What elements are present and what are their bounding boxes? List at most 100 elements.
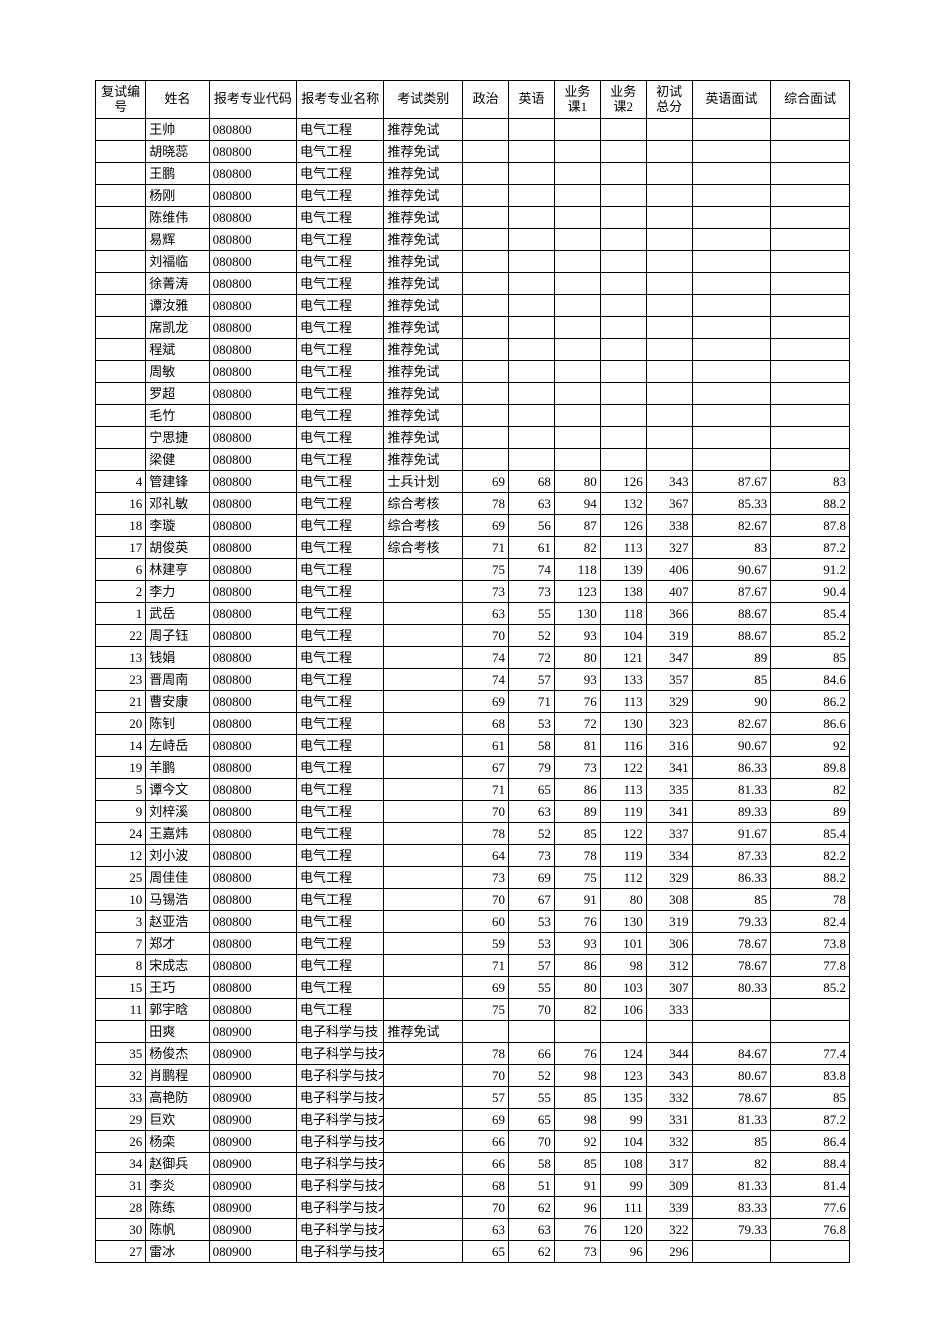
- cell-id: [96, 273, 146, 295]
- cell-major: 电气工程: [297, 845, 384, 867]
- table-row: 32肖鹏程080900电子科学与技术70529812334380.6783.8: [96, 1065, 850, 1087]
- cell-id: [96, 339, 146, 361]
- cell-int_comp: 85.4: [771, 823, 850, 845]
- cell-biz2: 119: [600, 801, 646, 823]
- cell-name: 李璇: [146, 515, 209, 537]
- cell-biz2: [600, 1021, 646, 1043]
- table-row: 27雷冰080900电子科学与技术65627396296: [96, 1241, 850, 1263]
- cell-int_eng: [692, 185, 771, 207]
- cell-politics: [463, 207, 509, 229]
- cell-english: 74: [509, 559, 555, 581]
- cell-id: 6: [96, 559, 146, 581]
- cell-int_comp: 76.8: [771, 1219, 850, 1241]
- cell-int_eng: 86.33: [692, 867, 771, 889]
- cell-int_comp: 78: [771, 889, 850, 911]
- cell-name: 陈维伟: [146, 207, 209, 229]
- cell-biz1: 82: [554, 537, 600, 559]
- cell-name: 赵亚浩: [146, 911, 209, 933]
- cell-id: 22: [96, 625, 146, 647]
- cell-english: 55: [509, 603, 555, 625]
- cell-total: 339: [646, 1197, 692, 1219]
- cell-id: [96, 427, 146, 449]
- cell-total: 407: [646, 581, 692, 603]
- cell-english: 63: [509, 801, 555, 823]
- cell-politics: 68: [463, 1175, 509, 1197]
- cell-english: 61: [509, 537, 555, 559]
- cell-total: [646, 273, 692, 295]
- cell-biz1: [554, 339, 600, 361]
- cell-major: 电气工程: [297, 779, 384, 801]
- cell-biz2: 119: [600, 845, 646, 867]
- table-row: 1武岳080800电气工程635513011836688.6785.4: [96, 603, 850, 625]
- cell-id: 14: [96, 735, 146, 757]
- cell-int_eng: 85: [692, 669, 771, 691]
- cell-code: 080800: [209, 119, 296, 141]
- cell-examtype: [384, 1241, 463, 1263]
- table-row: 11郭宇晗080800电气工程757082106333: [96, 999, 850, 1021]
- table-row: 34赵御兵080900电子科学与技术6658851083178288.4: [96, 1153, 850, 1175]
- cell-name: 李炎: [146, 1175, 209, 1197]
- cell-int_comp: 90.4: [771, 581, 850, 603]
- table-row: 24王嘉炜080800电气工程78528512233791.6785.4: [96, 823, 850, 845]
- cell-name: 管建锋: [146, 471, 209, 493]
- cell-examtype: [384, 559, 463, 581]
- cell-code: 080800: [209, 625, 296, 647]
- cell-examtype: [384, 1087, 463, 1109]
- cell-code: 080800: [209, 889, 296, 911]
- cell-code: 080900: [209, 1175, 296, 1197]
- cell-int_eng: 90.67: [692, 735, 771, 757]
- cell-major: 电气工程: [297, 801, 384, 823]
- cell-examtype: 推荐免试: [384, 119, 463, 141]
- cell-name: 周子钰: [146, 625, 209, 647]
- cell-id: [96, 229, 146, 251]
- cell-examtype: [384, 933, 463, 955]
- cell-biz1: [554, 449, 600, 471]
- table-row: 29巨欢080900电子科学与技术6965989933181.3387.2: [96, 1109, 850, 1131]
- cell-total: 367: [646, 493, 692, 515]
- cell-name: 刘小波: [146, 845, 209, 867]
- col-header-code: 报考专业代码: [209, 81, 296, 119]
- cell-biz1: 91: [554, 1175, 600, 1197]
- cell-name: 郭宇晗: [146, 999, 209, 1021]
- cell-code: 080800: [209, 493, 296, 515]
- table-row: 18李璇080800电气工程综合考核69568712633882.6787.8: [96, 515, 850, 537]
- cell-id: 5: [96, 779, 146, 801]
- table-row: 22周子钰080800电气工程70529310431988.6785.2: [96, 625, 850, 647]
- cell-biz2: 98: [600, 955, 646, 977]
- cell-code: 080800: [209, 955, 296, 977]
- cell-id: [96, 383, 146, 405]
- cell-major: 电气工程: [297, 603, 384, 625]
- cell-english: 79: [509, 757, 555, 779]
- cell-id: 9: [96, 801, 146, 823]
- cell-name: 武岳: [146, 603, 209, 625]
- cell-id: 3: [96, 911, 146, 933]
- cell-int_comp: 77.6: [771, 1197, 850, 1219]
- col-header-name: 姓名: [146, 81, 209, 119]
- cell-int_comp: 87.2: [771, 537, 850, 559]
- cell-id: 20: [96, 713, 146, 735]
- table-row: 13钱娟080800电气工程7472801213478985: [96, 647, 850, 669]
- cell-english: 62: [509, 1241, 555, 1263]
- cell-english: 73: [509, 845, 555, 867]
- cell-int_comp: [771, 119, 850, 141]
- cell-major: 电气工程: [297, 625, 384, 647]
- cell-biz2: 113: [600, 537, 646, 559]
- cell-biz2: 126: [600, 471, 646, 493]
- cell-examtype: [384, 581, 463, 603]
- table-row: 25周佳佳080800电气工程73697511232986.3388.2: [96, 867, 850, 889]
- cell-english: 58: [509, 735, 555, 757]
- cell-english: 70: [509, 1131, 555, 1153]
- cell-int_eng: 85: [692, 889, 771, 911]
- cell-code: 080800: [209, 207, 296, 229]
- cell-biz2: [600, 427, 646, 449]
- cell-total: [646, 427, 692, 449]
- cell-name: 林建亨: [146, 559, 209, 581]
- table-row: 12刘小波080800电气工程64737811933487.3382.2: [96, 845, 850, 867]
- cell-biz2: 133: [600, 669, 646, 691]
- cell-english: [509, 141, 555, 163]
- cell-major: 电气工程: [297, 317, 384, 339]
- cell-english: 57: [509, 955, 555, 977]
- cell-english: 66: [509, 1043, 555, 1065]
- cell-examtype: [384, 1153, 463, 1175]
- cell-english: 63: [509, 1219, 555, 1241]
